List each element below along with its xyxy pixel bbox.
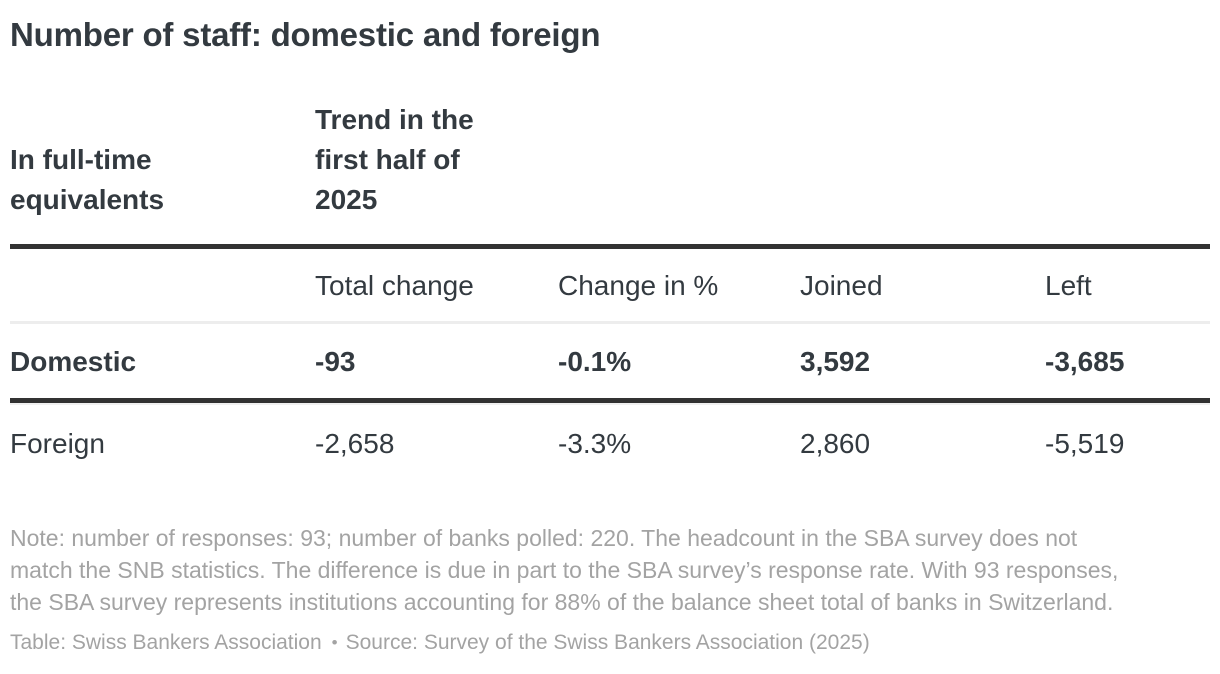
page-title: Number of staff: domestic and foreign — [10, 16, 601, 53]
footnote: Note: number of responses: 93; number of… — [10, 525, 1119, 615]
column-header-left: Left — [1045, 270, 1092, 301]
table-row-foreign: Foreign -2,658 -3.3% 2,860 -5,519 — [10, 403, 1210, 459]
bullet-separator-icon: • — [331, 633, 338, 652]
cell-left: -3,685 — [1045, 346, 1125, 377]
cell-total-change: -93 — [315, 346, 356, 377]
column-header-total-change: Total change — [315, 270, 474, 301]
cell-change-pct: -0.1% — [558, 346, 632, 377]
attribution-line: Table: Swiss Bankers Association • Source:… — [10, 630, 1210, 656]
row-label: Domestic — [10, 346, 137, 377]
table-column-header-row: Total change Change in % Joined Left — [10, 249, 1210, 324]
table-row-domestic: Domestic -93 -0.1% 3,592 -3,685 — [10, 324, 1210, 403]
source-credit: Source: Survey of the Swiss Bankers Asso… — [345, 631, 870, 654]
group-header-cell: Trend in the first half of 2025 — [315, 104, 474, 215]
column-header-joined: Joined — [800, 270, 883, 301]
table-top-header-row: In full-time equivalents Trend in the fi… — [10, 55, 1210, 249]
cell-joined: 3,592 — [800, 346, 871, 377]
row-label: Foreign — [10, 428, 105, 459]
unit-header-cell: In full-time equivalents — [10, 144, 165, 215]
cell-total-change: -2,658 — [315, 428, 395, 459]
column-header-change-pct: Change in % — [558, 270, 719, 301]
cell-joined: 2,860 — [800, 428, 871, 459]
table-credit: Table: Swiss Bankers Association — [10, 631, 322, 654]
cell-change-pct: -3.3% — [558, 428, 632, 459]
cell-left: -5,519 — [1045, 428, 1125, 459]
